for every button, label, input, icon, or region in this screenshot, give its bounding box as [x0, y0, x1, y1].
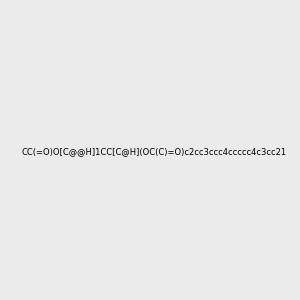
Text: CC(=O)O[C@@H]1CC[C@H](OC(C)=O)c2cc3ccc4ccccc4c3cc21: CC(=O)O[C@@H]1CC[C@H](OC(C)=O)c2cc3ccc4c…	[21, 147, 286, 156]
